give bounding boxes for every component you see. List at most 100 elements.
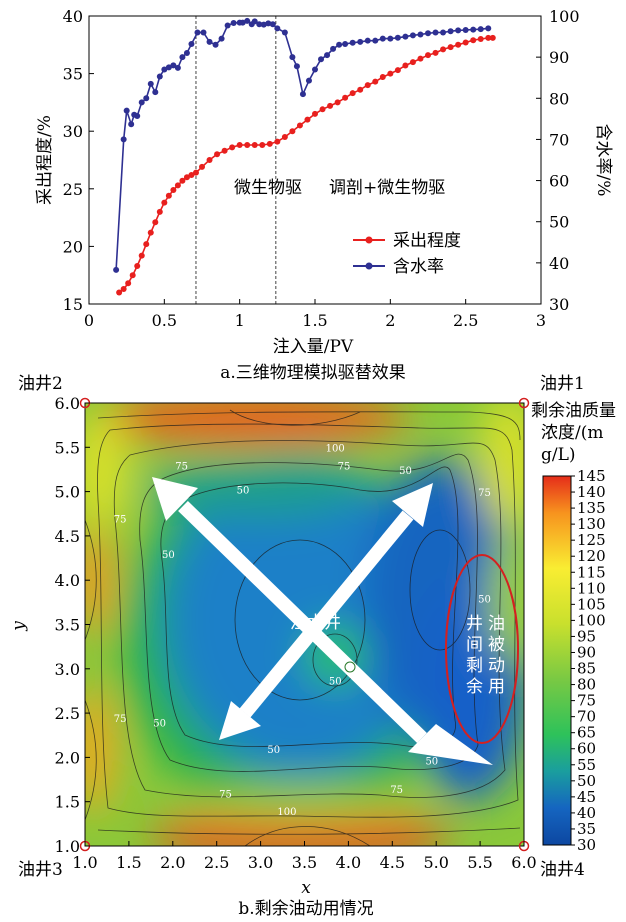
series-0-point: [485, 34, 492, 41]
series-1-point: [289, 54, 296, 61]
series-0-point: [179, 177, 186, 184]
injection-well-marker: [344, 661, 356, 673]
colorbar-tick-label: 70: [577, 708, 596, 726]
map-y-tick-label: 3.5: [55, 616, 80, 635]
series-0-point: [266, 140, 273, 147]
series-1-point: [318, 56, 325, 63]
colorbar-tick-label: 60: [577, 740, 596, 758]
x-tick-label: 3: [536, 311, 546, 330]
well-label-3: 油井3: [18, 860, 63, 880]
map-x-tick-label: 2.5: [204, 853, 229, 872]
contour-value-label: 75: [338, 461, 351, 472]
map-y-tick-label: 5.5: [55, 438, 80, 457]
annotation-char: 被: [488, 635, 505, 655]
series-1-point: [170, 62, 177, 69]
chart-b-y-ticks: 1.0 1.5 2.0 2.5 3.0 3.5 4.0 4.5 5.0 5.5 6.0: [55, 394, 90, 856]
contour-labels: 100 75 75 50 50 75 75 50 50 50 75 50 50 50 75 75 100: [114, 444, 491, 818]
left-tick-label: 15: [63, 295, 83, 314]
colorbar-tick-label: 35: [577, 820, 596, 838]
series-1-point: [455, 27, 462, 34]
series-1-point: [156, 73, 163, 80]
series-0-point: [214, 151, 221, 158]
series-0-point: [357, 86, 364, 93]
map-y-tick-label: 5.0: [55, 483, 80, 502]
right-tick-label: 40: [549, 254, 569, 273]
contour-value-label: 50: [237, 485, 250, 496]
well-label-2: 油井2: [18, 374, 63, 394]
series-0-point: [387, 70, 394, 77]
x-tick-label: 1.5: [302, 311, 327, 330]
series-0-point: [304, 116, 311, 123]
series-0-point: [156, 208, 163, 215]
series-1-point: [305, 77, 312, 84]
colorbar-title-line-3: g/L): [541, 445, 576, 465]
series-1-point: [143, 95, 150, 102]
colorbar-tick-label: 85: [577, 660, 596, 678]
series-1-point: [293, 63, 300, 70]
x-tick-label: 0: [84, 311, 94, 330]
series-1-point: [128, 121, 135, 128]
series-1-point: [120, 136, 127, 143]
legend-label-watercut: 含水率: [393, 257, 444, 277]
series-1-point: [336, 41, 343, 48]
series-1-point: [230, 19, 237, 26]
map-x-tick-label: 4.5: [380, 853, 405, 872]
x-tick-label: 0.5: [152, 311, 177, 330]
contour-value-label: 50: [329, 677, 342, 688]
stage-label-profile-microbial: 调剖+微生物驱: [329, 178, 445, 198]
series-0-point: [147, 229, 154, 236]
contour-value-label: 100: [277, 807, 296, 818]
arrow-shaft-sw-ne: [239, 510, 414, 718]
annotation-char: 用: [488, 677, 505, 697]
annotation-char: 油: [488, 614, 505, 634]
series-1-point: [188, 40, 195, 47]
contour-value-label: 75: [114, 515, 127, 526]
series-0-point: [432, 49, 439, 56]
map-x-tick-label: 6.0: [511, 853, 536, 872]
contour-value-label: 75: [390, 785, 403, 796]
colorbar-title-line-2: 浓度/(m: [541, 423, 603, 443]
chart-a-plot-frame: [88, 15, 542, 305]
series-1-point: [312, 66, 318, 73]
map-x-tick-label: 2.0: [160, 853, 185, 872]
colorbar-tick-label: 80: [577, 676, 596, 694]
injection-arrows: [152, 477, 493, 765]
series-0-point: [364, 82, 371, 89]
series-0-point: [165, 192, 172, 199]
colorbar-gradient: [542, 475, 572, 846]
chart-b-x-axis-label: x: [301, 878, 311, 898]
series-1-point: [134, 112, 141, 119]
contour-value-label: 50: [267, 745, 280, 756]
series-0-point: [192, 169, 199, 176]
series-1-point: [324, 52, 331, 59]
series-1-point: [183, 50, 190, 57]
chart-a-left-axis-label: 采出程度/%: [35, 115, 55, 205]
series-1-point: [138, 99, 145, 106]
chart-b-caption: b.剩余油动用情况: [238, 899, 373, 919]
map-y-tick-label: 1.0: [55, 837, 80, 856]
series-1-point: [432, 29, 439, 36]
series-1-point: [200, 29, 207, 36]
colorbar: 剩余油质量 浓度/(m g/L) 14514013513012512011511…: [531, 401, 616, 854]
series-1-point: [394, 34, 401, 41]
series-1-point: [417, 31, 424, 38]
series-1-point: [212, 41, 219, 48]
series-0-point: [462, 39, 469, 46]
map-y-tick-label: 6.0: [55, 394, 80, 413]
series-1-point: [251, 18, 258, 25]
left-tick-label: 25: [63, 180, 83, 199]
series-0-point: [174, 182, 181, 189]
contour-value-label: 100: [326, 444, 345, 455]
colorbar-tick-label: 130: [577, 515, 606, 533]
contour-value-label: 50: [425, 756, 438, 767]
series-1-point: [447, 28, 454, 35]
series-1-point: [244, 17, 251, 24]
legend-label-recovery: 采出程度: [393, 231, 461, 251]
series-0-point: [289, 128, 296, 135]
series-1-point: [364, 37, 371, 44]
series-1-point: [113, 266, 120, 273]
series-1-point: [269, 21, 276, 28]
contour-value-label: 50: [478, 594, 491, 605]
series-0-point: [394, 67, 401, 74]
